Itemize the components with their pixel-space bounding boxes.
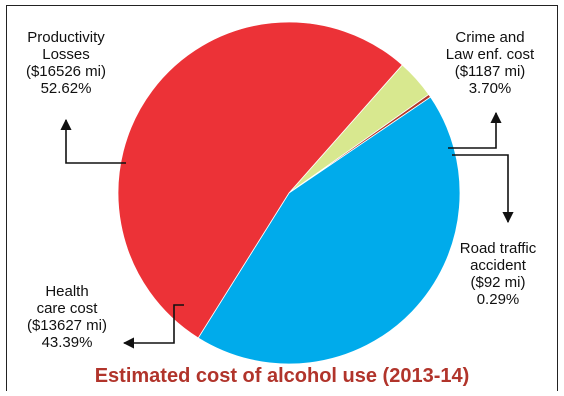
label-productivity: Productivity Losses ($16526 mi) 52.62% [10, 29, 122, 97]
label-road-line1: Road traffic [459, 240, 537, 257]
leader-road [452, 154, 514, 224]
leader-productivity [60, 118, 126, 164]
label-crime-line3: ($1187 mi) [454, 63, 526, 80]
label-health-line3: ($13627 mi) [26, 317, 108, 334]
label-road-line4: 0.29% [476, 291, 520, 308]
label-productivity-line1: Productivity [27, 29, 105, 46]
label-productivity-line4: 52.62% [40, 80, 92, 97]
chart-frame [6, 5, 558, 391]
chart-title: Estimated cost of alcohol use (2013-14) [94, 365, 470, 387]
label-road-line3: ($92 mi) [470, 274, 526, 291]
label-crime-line1: Crime and [455, 29, 525, 46]
label-crime-line4: 3.70% [468, 80, 512, 97]
label-health-line1: Health [45, 283, 89, 300]
label-productivity-line3: ($16526 mi) [25, 63, 107, 80]
label-crime: Crime and Law enf. cost ($1187 mi) 3.70% [430, 29, 550, 97]
label-road-line2: accident [470, 257, 526, 274]
label-crime-line2: Law enf. cost [445, 46, 535, 63]
leader-health [122, 304, 184, 349]
leader-crime [448, 111, 502, 149]
label-road: Road traffic accident ($92 mi) 0.29% [440, 240, 556, 308]
label-health: Health care cost ($13627 mi) 43.39% [12, 283, 122, 351]
label-productivity-line2: Losses [42, 46, 90, 63]
label-health-line4: 43.39% [41, 334, 93, 351]
pie-slice-productivity [117, 21, 403, 339]
label-health-line2: care cost [36, 300, 98, 317]
